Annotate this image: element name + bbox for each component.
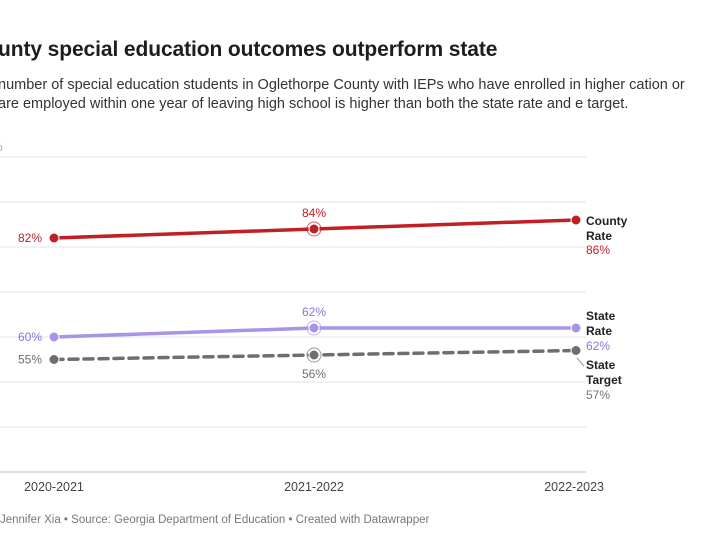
chart-title: unty special education outcomes outperfo… xyxy=(0,38,498,61)
series-label-target: Target xyxy=(586,373,622,387)
separator: • xyxy=(60,514,72,526)
data-point xyxy=(308,223,320,235)
y-tick-label: % xyxy=(0,140,3,154)
data-point xyxy=(570,345,582,356)
label-connector xyxy=(576,357,585,367)
point-halo xyxy=(306,347,322,363)
series-label-target: State xyxy=(586,358,616,372)
series-label-county: County xyxy=(586,214,628,228)
credit-text: Created with Datawrapper xyxy=(295,514,430,526)
data-point xyxy=(570,214,582,226)
data-label: 84% xyxy=(302,206,326,220)
data-point xyxy=(48,331,60,343)
series-lines xyxy=(48,214,582,365)
byline: Jennifer Xia xyxy=(0,514,61,526)
data-point xyxy=(308,349,320,361)
series-label-state: State xyxy=(586,309,616,323)
chart-labels: % 2020-2021 2021-2022 2022-2023 82% 84% County… xyxy=(0,140,628,494)
gridlines xyxy=(0,156,586,473)
series-label-state: Rate xyxy=(586,324,612,338)
series-label-county: Rate xyxy=(586,229,612,243)
data-point xyxy=(570,322,582,334)
x-tick-label: 2022-2023 xyxy=(544,480,604,494)
x-tick-label: 2020-2021 xyxy=(24,480,84,494)
x-tick-label: 2021-2022 xyxy=(284,480,344,494)
data-label: 62% xyxy=(302,305,326,319)
chart-subtitle: number of special education students in … xyxy=(0,77,685,112)
separator: • xyxy=(285,514,296,526)
data-label: 57% xyxy=(586,388,610,402)
data-point xyxy=(48,354,60,365)
data-label: 55% xyxy=(18,353,42,367)
data-point xyxy=(308,322,320,334)
point-halo xyxy=(306,221,322,237)
source-line: Jennifer Xia • Source: Georgia Departmen… xyxy=(0,514,429,526)
data-label: 82% xyxy=(18,231,42,245)
source-text: Source: Georgia Department of Education xyxy=(71,514,286,526)
line-chart: % 2020-2021 2021-2022 2022-2023 82% 84% County… xyxy=(0,140,628,494)
point-halo xyxy=(306,320,322,336)
data-label: 62% xyxy=(586,339,610,353)
data-label: 86% xyxy=(586,243,610,257)
data-label: 60% xyxy=(18,330,42,344)
data-label: 56% xyxy=(302,367,326,381)
data-point xyxy=(48,232,60,244)
